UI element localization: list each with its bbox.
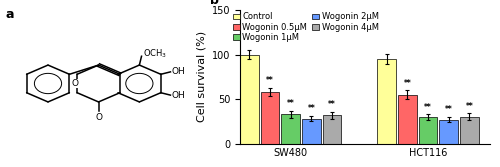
Text: **: ** xyxy=(287,99,294,108)
Text: **: ** xyxy=(466,102,473,111)
Bar xyxy=(323,115,342,144)
Bar xyxy=(460,117,478,144)
Y-axis label: Cell survival (%): Cell survival (%) xyxy=(196,31,206,122)
Text: a: a xyxy=(6,8,14,21)
Text: OH: OH xyxy=(172,91,185,100)
Text: b: b xyxy=(210,0,219,7)
Bar xyxy=(240,55,258,144)
Bar xyxy=(302,119,320,144)
Text: OCH$_3$: OCH$_3$ xyxy=(142,48,167,60)
Text: O: O xyxy=(72,79,78,88)
Bar xyxy=(378,59,396,144)
Text: **: ** xyxy=(266,76,274,85)
Bar xyxy=(398,95,416,144)
Text: O: O xyxy=(95,113,102,122)
Text: OH: OH xyxy=(172,67,185,76)
Text: **: ** xyxy=(328,100,336,109)
Text: **: ** xyxy=(424,103,432,112)
Text: **: ** xyxy=(308,104,316,113)
Bar xyxy=(440,120,458,144)
Text: **: ** xyxy=(445,105,452,114)
Text: **: ** xyxy=(404,78,411,88)
Bar xyxy=(261,92,280,144)
Bar xyxy=(418,117,438,144)
Bar xyxy=(282,114,300,144)
Legend: Control, Wogonin 0.5μM, Wogonin 1μM, Wogonin 2μM, Wogonin 4μM: Control, Wogonin 0.5μM, Wogonin 1μM, Wog… xyxy=(232,12,380,43)
